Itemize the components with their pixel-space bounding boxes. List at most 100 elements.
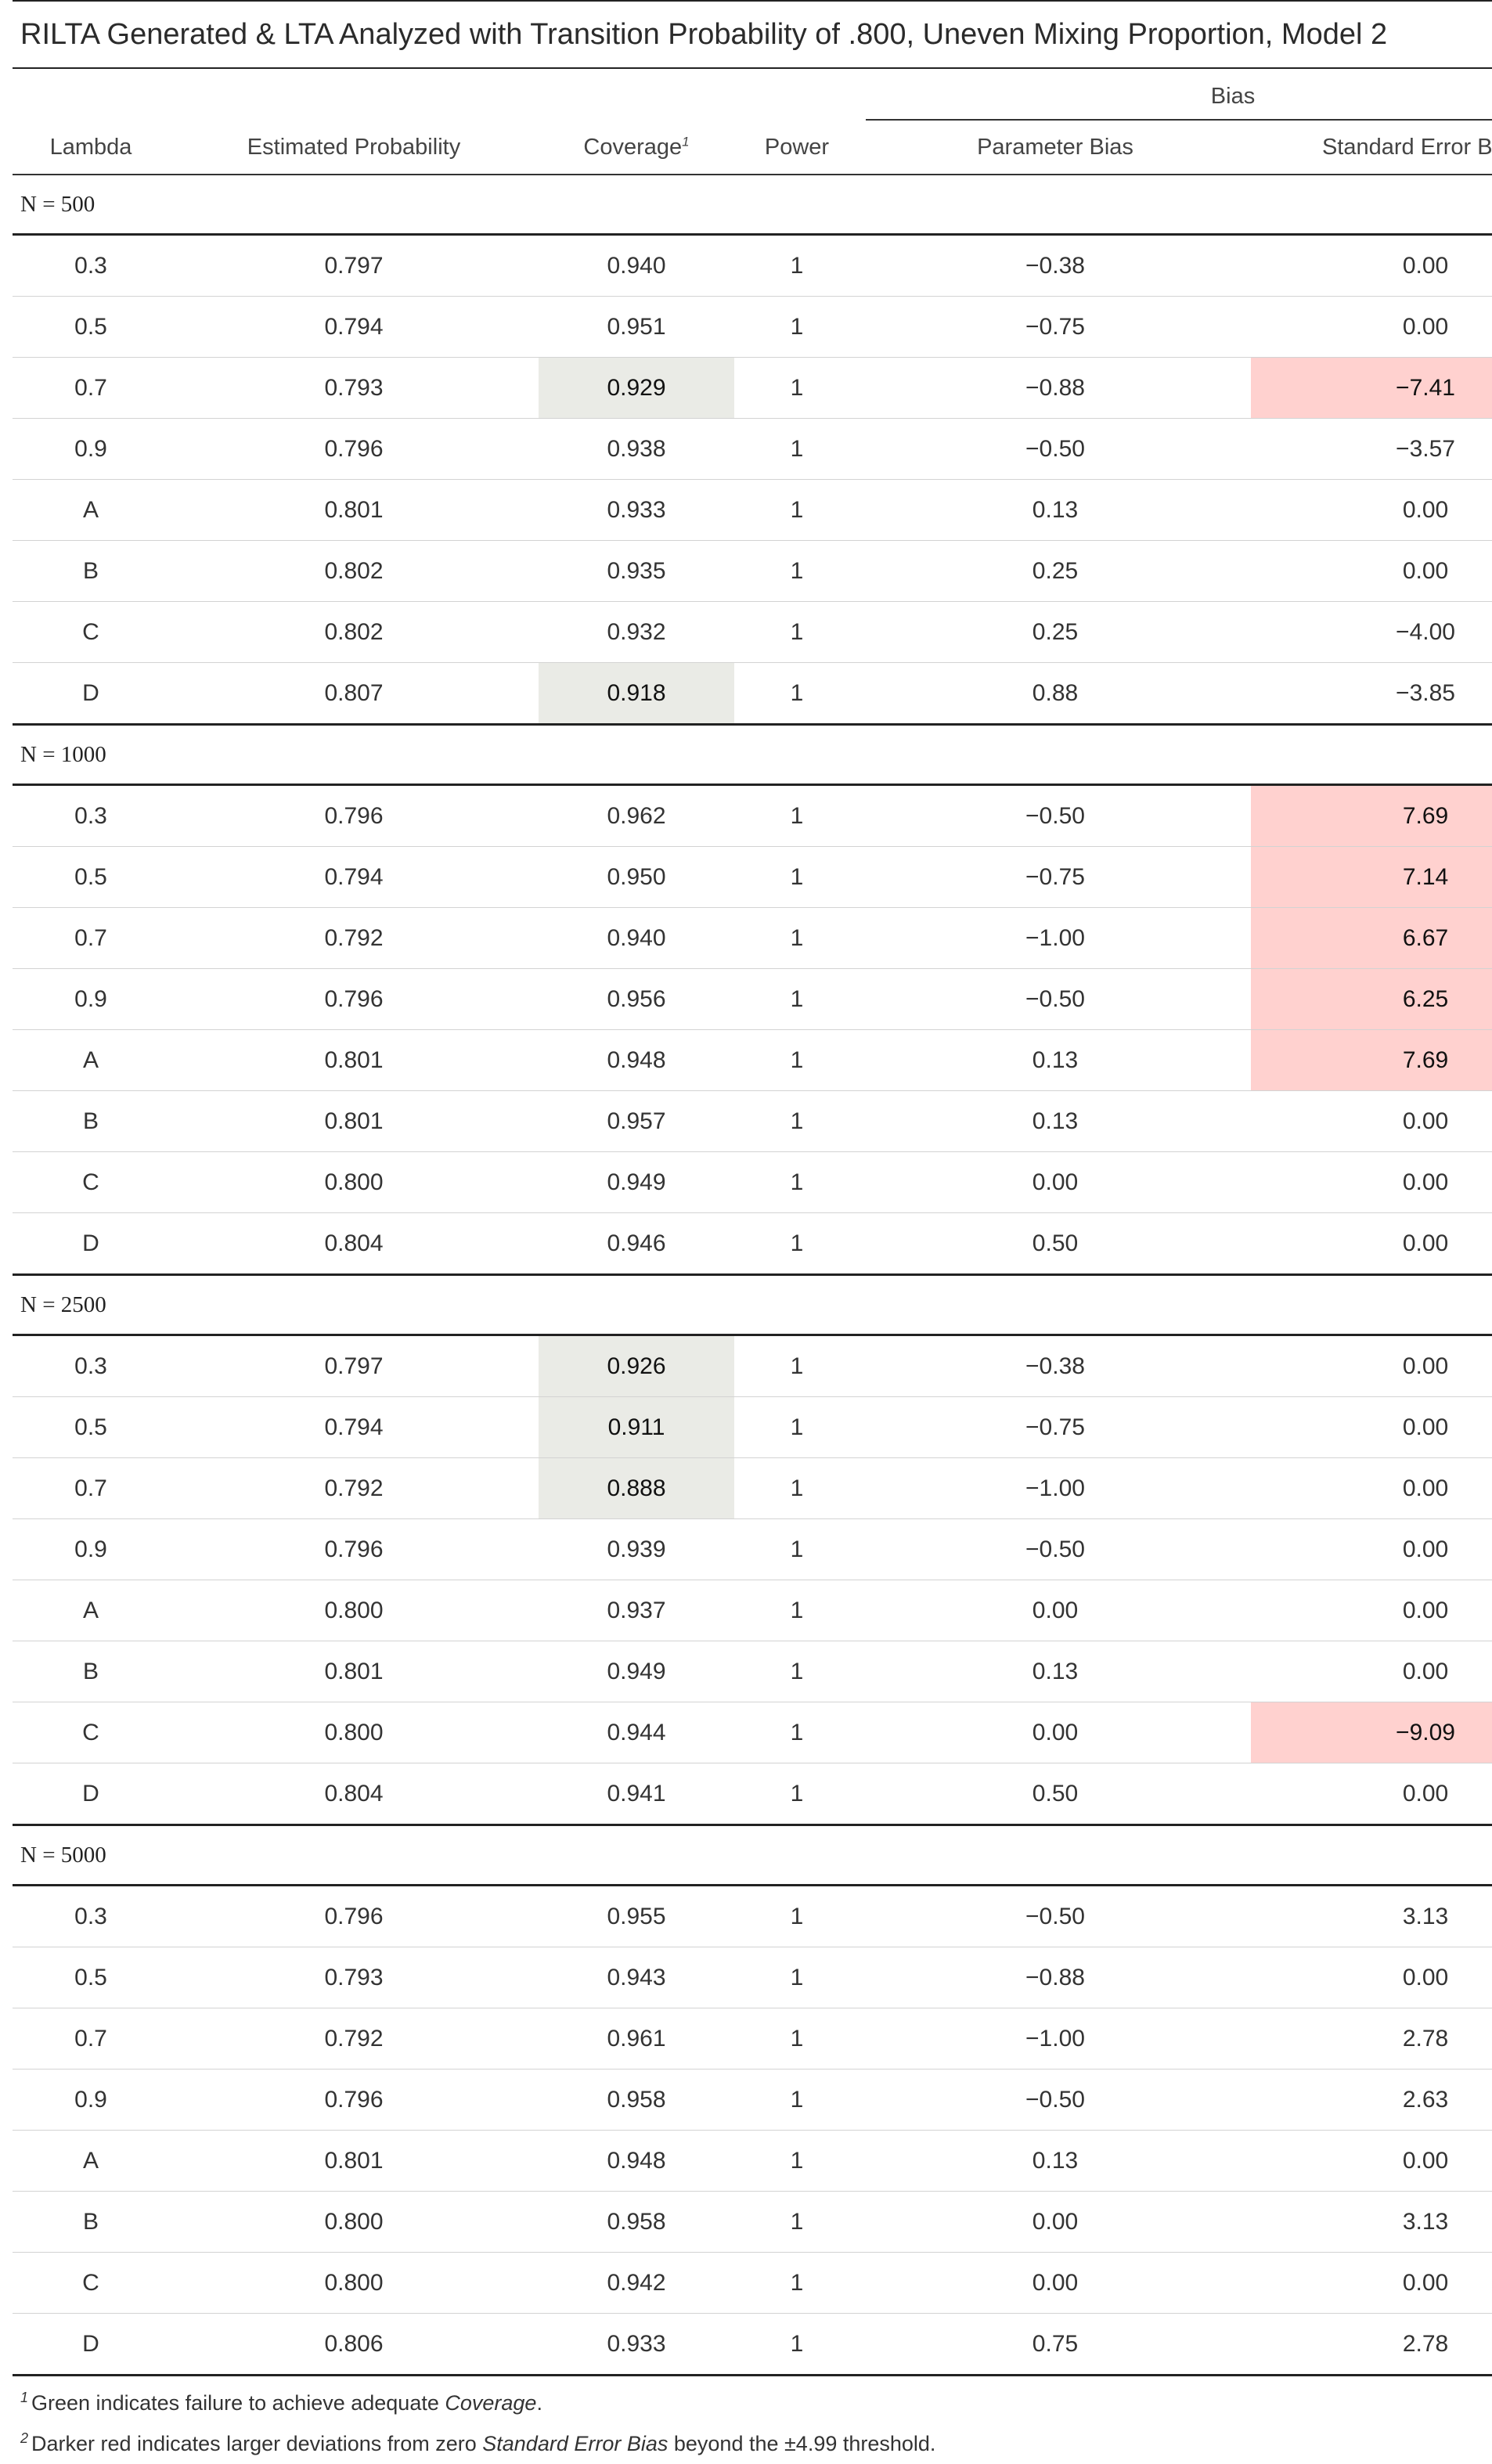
cell-estimated-probability: 0.800: [169, 1702, 539, 1763]
cell-estimated-probability: 0.801: [169, 1641, 539, 1702]
cell-estimated-probability: 0.800: [169, 2252, 539, 2314]
cell-standard-error-bias: 0.00: [1251, 1947, 1492, 2008]
cell-standard-error-bias: 0.00: [1251, 2130, 1492, 2192]
table-row: D 0.807 0.918 1 0.88 −3.85: [13, 662, 1492, 726]
cell-standard-error-bias: 3.13: [1251, 1885, 1492, 1947]
cell-estimated-probability: 0.806: [169, 2313, 539, 2376]
table-row: B 0.801 0.949 1 0.13 0.00: [13, 1641, 1492, 1702]
group-header-row: N = 1000: [13, 724, 1492, 786]
cell-parameter-bias: −0.50: [860, 968, 1251, 1030]
cell-lambda: A: [13, 2130, 169, 2192]
table-row: D 0.806 0.933 1 0.75 2.78: [13, 2313, 1492, 2376]
cell-lambda: 0.7: [13, 357, 169, 419]
cell-parameter-bias: −0.50: [860, 784, 1251, 847]
cell-power: 1: [734, 662, 860, 726]
cell-parameter-bias: 0.13: [860, 479, 1251, 541]
cell-estimated-probability: 0.797: [169, 234, 539, 297]
cell-parameter-bias: −0.50: [860, 1885, 1251, 1947]
cell-standard-error-bias: 0.00: [1251, 296, 1492, 358]
table-row: C 0.800 0.949 1 0.00 0.00: [13, 1151, 1492, 1213]
col-header-parameter-bias: Parameter Bias: [860, 121, 1251, 175]
header-spanner-blank: [13, 69, 860, 121]
footnote-emphasis: Coverage: [445, 2391, 537, 2415]
table-title: RILTA Generated & LTA Analyzed with Tran…: [13, 0, 1492, 69]
cell-parameter-bias: −0.88: [860, 357, 1251, 419]
cell-power: 1: [734, 2313, 860, 2376]
cell-standard-error-bias: 0.00: [1251, 1335, 1492, 1397]
table-row: A 0.801 0.948 1 0.13 7.69: [13, 1029, 1492, 1091]
cell-coverage: 0.940: [539, 234, 734, 297]
group-label: N = 2500: [13, 1274, 1492, 1336]
cell-power: 1: [734, 968, 860, 1030]
cell-coverage: 0.946: [539, 1212, 734, 1276]
table-row: C 0.800 0.944 1 0.00 −9.09: [13, 1702, 1492, 1763]
footnotes: 1 Green indicates failure to achieve adeq…: [13, 2376, 1492, 2464]
cell-estimated-probability: 0.796: [169, 2069, 539, 2131]
cell-lambda: C: [13, 1702, 169, 1763]
cell-standard-error-bias: 7.69: [1251, 784, 1492, 847]
cell-lambda: A: [13, 479, 169, 541]
cell-lambda: 0.3: [13, 784, 169, 847]
col-header-standard-error-bias: Standard Error Bias2: [1251, 121, 1492, 175]
cell-lambda: B: [13, 2191, 169, 2253]
cell-standard-error-bias: −4.00: [1251, 601, 1492, 663]
cell-standard-error-bias: 0.00: [1251, 234, 1492, 297]
table-row: B 0.800 0.958 1 0.00 3.13: [13, 2191, 1492, 2253]
cell-parameter-bias: 0.00: [860, 1151, 1251, 1213]
cell-estimated-probability: 0.804: [169, 1212, 539, 1276]
cell-parameter-bias: −0.38: [860, 234, 1251, 297]
cell-coverage: 0.937: [539, 1580, 734, 1641]
cell-estimated-probability: 0.804: [169, 1763, 539, 1826]
cell-estimated-probability: 0.792: [169, 2008, 539, 2070]
table-row: 0.9 0.796 0.958 1 −0.50 2.63: [13, 2069, 1492, 2131]
cell-coverage: 0.958: [539, 2069, 734, 2131]
table-row: 0.7 0.792 0.888 1 −1.00 0.00: [13, 1457, 1492, 1519]
cell-standard-error-bias: 0.00: [1251, 1212, 1492, 1276]
cell-lambda: D: [13, 1763, 169, 1826]
col-header-power: Power: [734, 121, 860, 175]
cell-standard-error-bias: −3.85: [1251, 662, 1492, 726]
cell-lambda: 0.7: [13, 2008, 169, 2070]
cell-coverage: 0.948: [539, 1029, 734, 1091]
cell-lambda: 0.3: [13, 234, 169, 297]
cell-coverage: 0.958: [539, 2191, 734, 2253]
cell-estimated-probability: 0.801: [169, 1090, 539, 1152]
table-row: 0.7 0.792 0.961 1 −1.00 2.78: [13, 2008, 1492, 2070]
table-row: 0.3 0.797 0.940 1 −0.38 0.00: [13, 234, 1492, 297]
footnote-marker-1: 1: [682, 133, 690, 149]
cell-estimated-probability: 0.796: [169, 784, 539, 847]
cell-parameter-bias: −0.75: [860, 296, 1251, 358]
group-header-row: N = 5000: [13, 1825, 1492, 1886]
cell-power: 1: [734, 1212, 860, 1276]
cell-power: 1: [734, 479, 860, 541]
table-row: 0.3 0.796 0.962 1 −0.50 7.69: [13, 784, 1492, 847]
cell-estimated-probability: 0.801: [169, 479, 539, 541]
table-header: Bias Lambda Estimated Probability Covera…: [13, 69, 1492, 175]
table-row: A 0.800 0.937 1 0.00 0.00: [13, 1580, 1492, 1641]
cell-coverage: 0.951: [539, 296, 734, 358]
table-row: 0.5 0.794 0.911 1 −0.75 0.00: [13, 1396, 1492, 1458]
cell-power: 1: [734, 1518, 860, 1580]
cell-power: 1: [734, 1641, 860, 1702]
cell-estimated-probability: 0.796: [169, 1885, 539, 1947]
col-header-lambda: Lambda: [13, 121, 169, 175]
group-header-row: N = 500: [13, 175, 1492, 236]
cell-coverage: 0.956: [539, 968, 734, 1030]
cell-standard-error-bias: 0.00: [1251, 479, 1492, 541]
cell-lambda: 0.7: [13, 907, 169, 969]
cell-estimated-probability: 0.794: [169, 296, 539, 358]
header-columns-row: Lambda Estimated Probability Coverage1 P…: [13, 121, 1492, 175]
cell-estimated-probability: 0.796: [169, 1518, 539, 1580]
cell-parameter-bias: −0.50: [860, 1518, 1251, 1580]
footnote-2: 2 Darker red indicates larger deviations …: [13, 2423, 1492, 2464]
cell-estimated-probability: 0.796: [169, 968, 539, 1030]
cell-standard-error-bias: 0.00: [1251, 1518, 1492, 1580]
cell-parameter-bias: 0.13: [860, 1029, 1251, 1091]
cell-standard-error-bias: 0.00: [1251, 1641, 1492, 1702]
table-row: 0.9 0.796 0.939 1 −0.50 0.00: [13, 1518, 1492, 1580]
bias-spanner-label: Bias: [866, 84, 1492, 121]
cell-estimated-probability: 0.801: [169, 2130, 539, 2192]
cell-power: 1: [734, 296, 860, 358]
cell-parameter-bias: −1.00: [860, 1457, 1251, 1519]
cell-power: 1: [734, 2008, 860, 2070]
